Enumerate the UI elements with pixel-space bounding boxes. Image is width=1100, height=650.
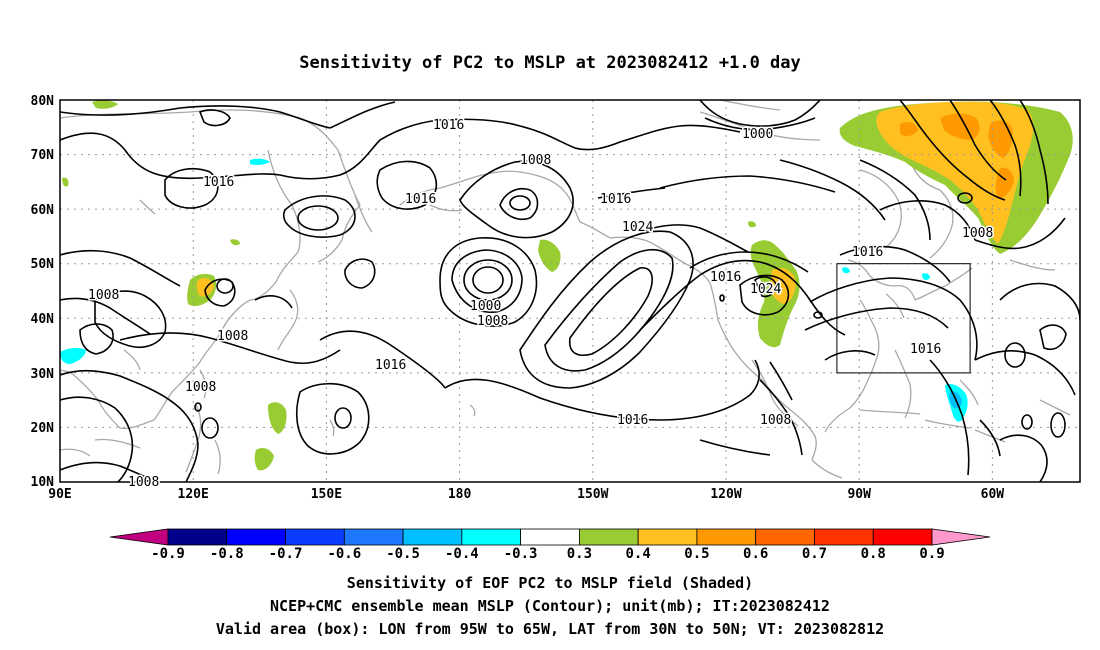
lon-label: 180 — [448, 487, 472, 502]
colorbar-arrow-high — [931, 528, 991, 546]
colorbar: -0.9 -0.8 -0.7 -0.6 -0.5 -0.4 -0.3 0.3 0.4 0.5 0.6… — [109, 528, 991, 562]
contour-label: 1008 — [128, 475, 159, 490]
contour-label: 1000 — [470, 299, 501, 314]
lon-label: 150E — [311, 487, 342, 502]
colorbar-tick-label: -0.4 — [445, 546, 479, 562]
contour-label: 1016 — [617, 413, 648, 428]
caption: Sensitivity of EOF PC2 to MSLP field (Sh… — [216, 574, 884, 638]
contour-label: 1008 — [185, 380, 216, 395]
lon-label: 90W — [847, 487, 871, 502]
contour-label: 1008 — [477, 314, 508, 329]
caption-line-2: NCEP+CMC ensemble mean MSLP (Contour); u… — [270, 597, 830, 615]
contour-label: 1008 — [520, 153, 551, 168]
colorbar-tick-label: 0.5 — [684, 546, 709, 562]
colorbar-arrow-low — [109, 528, 169, 546]
colorbar-swatch — [637, 528, 698, 546]
contour-label: 1008 — [217, 329, 248, 344]
contour-label: 1016 — [375, 358, 406, 373]
contour-label: 1016 — [710, 270, 741, 285]
contour-label: 1008 — [760, 413, 791, 428]
colorbar-tick-label: 0.7 — [802, 546, 827, 562]
colorbar-swatch — [578, 528, 639, 546]
figure-title: Sensitivity of PC2 to MSLP at 2023082412… — [299, 53, 801, 73]
lat-label: 80N — [31, 94, 55, 109]
mslp-contours — [60, 100, 1080, 482]
lon-label: 90E — [48, 487, 71, 502]
contour-label: 1008 — [962, 226, 993, 241]
contour-label: 1016 — [600, 192, 631, 207]
contour-label: 1024 — [622, 220, 653, 235]
colorbar-swatch — [696, 528, 757, 546]
colorbar-tick-label: 0.6 — [743, 546, 768, 562]
colorbar-tick-label: -0.3 — [504, 546, 538, 562]
lat-label: 60N — [31, 203, 55, 218]
caption-line-1: Sensitivity of EOF PC2 to MSLP field (Sh… — [347, 574, 753, 592]
contour-labels: 1016 1000 1016 1008 1016 1016 1024 1016 … — [87, 117, 995, 492]
colorbar-swatch — [461, 528, 522, 546]
colorbar-swatch — [814, 528, 874, 546]
colorbar-swatch — [755, 528, 815, 546]
colorbar-swatch — [285, 528, 345, 546]
contour-label: 1016 — [910, 342, 941, 357]
colorbar-tick-label: -0.9 — [151, 546, 185, 562]
colorbar-swatch — [872, 528, 933, 546]
caption-line-3: Valid area (box): LON from 95W to 65W, L… — [216, 620, 884, 638]
map-frame — [59, 99, 1081, 483]
colorbar-tick-label: 0.8 — [861, 546, 886, 562]
colorbar-tick-label: -0.8 — [210, 546, 244, 562]
colorbar-swatch — [226, 528, 286, 546]
colorbar-tick-label: 0.4 — [626, 546, 651, 562]
contour-label: 1016 — [203, 175, 234, 190]
colorbar-swatch — [402, 528, 463, 546]
colorbar-swatch — [343, 528, 404, 546]
lat-label: 20N — [31, 421, 55, 436]
lat-label: 30N — [31, 367, 55, 382]
valid-area-box — [836, 263, 971, 374]
latitude-labels: 80N 70N 60N 50N 40N 30N 20N 10N — [31, 94, 55, 490]
lon-label: 150W — [577, 487, 608, 502]
contour-label: 1024 — [750, 282, 781, 297]
lat-label: 40N — [31, 312, 55, 327]
longitude-labels: 90E 120E 150E 180 150W 120W 90W 60W — [48, 487, 1004, 502]
colorbar-tick-label: 0.9 — [919, 546, 944, 562]
contour-label: 1016 — [852, 245, 883, 260]
colorbar-tick-label: -0.5 — [386, 546, 420, 562]
contour-label: 1016 — [405, 192, 436, 207]
lat-label: 50N — [31, 257, 55, 272]
map-panel: 1016 1000 1016 1008 1016 1016 1024 1016 … — [31, 94, 1081, 502]
colorbar-swatch — [520, 528, 580, 546]
contour-label: 1000 — [742, 127, 773, 142]
colorbar-tick-label: -0.6 — [327, 546, 361, 562]
lat-label: 10N — [31, 475, 55, 490]
contour-label: 1008 — [88, 288, 119, 303]
colorbar-tick-label: 0.3 — [567, 546, 592, 562]
colorbar-swatch — [167, 528, 228, 546]
lat-lon-grid — [60, 100, 1080, 482]
lon-label: 60W — [981, 487, 1005, 502]
lon-label: 120E — [178, 487, 209, 502]
lat-label: 70N — [31, 148, 55, 163]
lon-label: 120W — [710, 487, 741, 502]
colorbar-tick-label: -0.7 — [269, 546, 303, 562]
contour-label: 1016 — [433, 118, 464, 133]
